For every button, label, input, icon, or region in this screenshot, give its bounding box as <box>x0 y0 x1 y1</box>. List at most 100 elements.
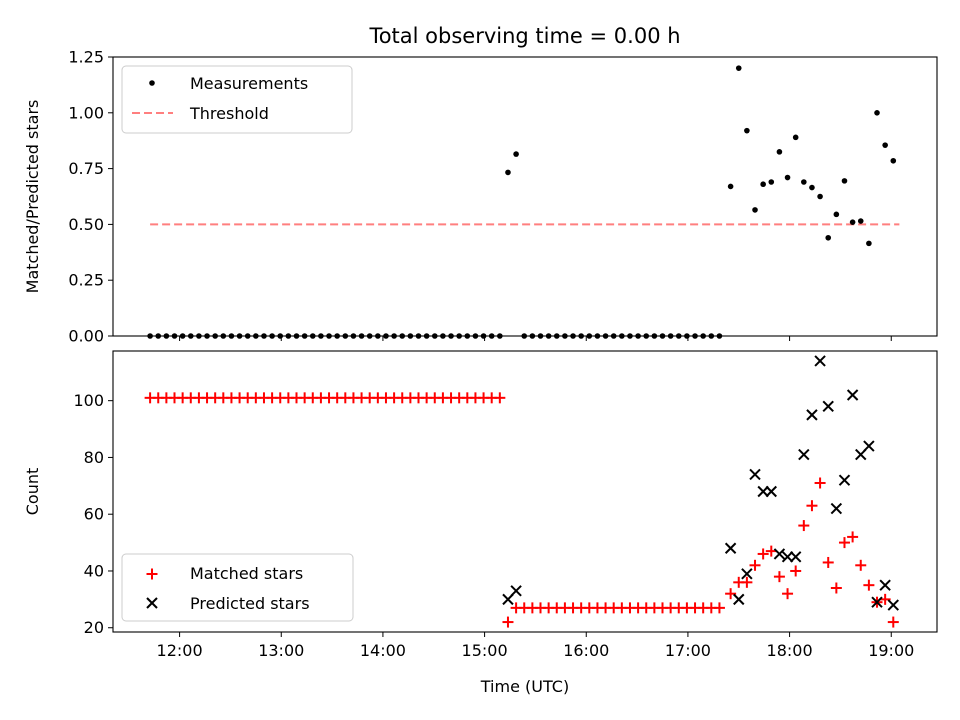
y-tick-label: 100 <box>73 391 104 410</box>
measurement-point <box>456 333 462 339</box>
x-tick-label: 14:00 <box>360 641 406 660</box>
measurement-point <box>204 333 210 339</box>
predicted-star-point <box>830 502 843 515</box>
measurement-point <box>825 234 832 241</box>
measurement-point <box>727 183 734 190</box>
measurement-point <box>675 333 682 339</box>
chart-title: Total observing time = 0.00 h <box>368 24 680 48</box>
predicted-star-point <box>773 548 786 560</box>
measurement-point <box>537 333 544 339</box>
measurement-point <box>882 142 888 148</box>
measurement-point <box>553 333 560 339</box>
measurement-point <box>480 333 487 339</box>
x-tick-label: 13:00 <box>258 641 304 660</box>
predicted-star-point <box>822 400 834 413</box>
measurement-point <box>643 333 650 339</box>
legend-label-matched: Matched stars <box>190 564 303 583</box>
y-tick-label: 40 <box>84 561 104 580</box>
cross-b <box>789 551 802 563</box>
cross-b <box>510 585 522 597</box>
predicted-star-point <box>757 485 769 498</box>
measurement-point <box>809 184 815 191</box>
measurement-point <box>635 333 641 339</box>
measurement-point <box>833 211 840 218</box>
cross-b <box>757 485 769 498</box>
measurement-point <box>700 333 706 339</box>
x-axis-label: Time (UTC) <box>480 677 569 696</box>
cross-b <box>838 474 851 486</box>
predicted-star-point <box>789 551 802 563</box>
y-tick-label: 1.25 <box>68 48 104 67</box>
measurement-point <box>383 333 389 339</box>
cross-b <box>724 542 737 554</box>
y-tick-label: 0.75 <box>68 159 104 178</box>
cross-b <box>887 599 899 611</box>
cross-b <box>863 440 875 452</box>
measurement-point <box>277 333 284 339</box>
matched-star-point <box>790 565 802 577</box>
measurement-point <box>358 333 365 339</box>
measurement-point <box>513 151 519 157</box>
measurement-point <box>253 333 259 339</box>
measurement-point <box>784 174 791 181</box>
cross-b <box>146 597 158 609</box>
measurement-point <box>735 65 742 71</box>
measurement-point <box>627 333 633 339</box>
y-tick-label: 20 <box>84 618 104 637</box>
legend-bottom: Matched stars Predicted stars <box>121 553 354 622</box>
predicted-star-point <box>781 551 794 563</box>
predicted-star-point <box>741 568 753 580</box>
matched-star-point <box>757 548 769 560</box>
x-tick-label: 12:00 <box>157 641 203 660</box>
measurement-point <box>667 333 674 339</box>
measurement-point <box>171 333 178 339</box>
matched-star-point <box>749 559 761 571</box>
predicted-star-point <box>510 585 522 597</box>
x-tick-label: 16:00 <box>563 641 609 660</box>
measurement-point <box>659 333 666 339</box>
measurement-point <box>866 240 872 247</box>
y-axis-label: Count <box>23 468 42 516</box>
measurement-point <box>849 219 856 225</box>
measurement-point <box>285 333 292 339</box>
predicted-star-point <box>879 579 891 591</box>
legend-box <box>121 65 353 134</box>
predicted-star-point <box>887 599 899 611</box>
x-tick-label: 17:00 <box>665 641 711 660</box>
measurement-point <box>692 333 698 339</box>
cross-b <box>798 448 810 461</box>
measurement-point <box>187 333 194 339</box>
measurement-point <box>196 333 202 339</box>
measurement-point <box>841 178 848 184</box>
measurement-point <box>448 333 454 339</box>
measurement-point <box>874 110 880 116</box>
cross-b <box>733 593 745 606</box>
predicted-star-point <box>846 389 859 401</box>
legend-box <box>121 553 354 622</box>
measurement-point <box>545 333 552 339</box>
measurement-point <box>488 333 495 339</box>
y-tick-label: 80 <box>84 448 104 467</box>
measurement-point <box>505 169 511 176</box>
legend-label-measurements: Measurements <box>190 74 308 93</box>
predicted-star-point <box>871 596 883 608</box>
measurement-point <box>464 333 471 339</box>
measurement-point <box>269 333 275 339</box>
legend-marker-measurements <box>149 80 155 86</box>
measurement-point <box>497 333 503 339</box>
legend-marker-predicted <box>146 597 158 609</box>
measurement-point <box>326 333 332 339</box>
matched-star-point <box>782 588 794 600</box>
matched-star-point <box>502 616 514 628</box>
measurement-point <box>366 333 373 339</box>
cross-b <box>846 389 859 401</box>
x-tick-label: 19:00 <box>868 641 914 660</box>
measurement-point <box>431 333 438 339</box>
measurement-point <box>391 333 397 339</box>
measurement-point <box>350 333 357 339</box>
bottom-plot: 20 40 60 80 100 12:00 13:00 14:00 15:00 16:00 17:0… <box>23 350 938 660</box>
matched-star-point <box>798 520 810 532</box>
measurement-point <box>375 333 381 339</box>
cross-b <box>749 468 761 481</box>
axes-frame <box>112 350 938 633</box>
